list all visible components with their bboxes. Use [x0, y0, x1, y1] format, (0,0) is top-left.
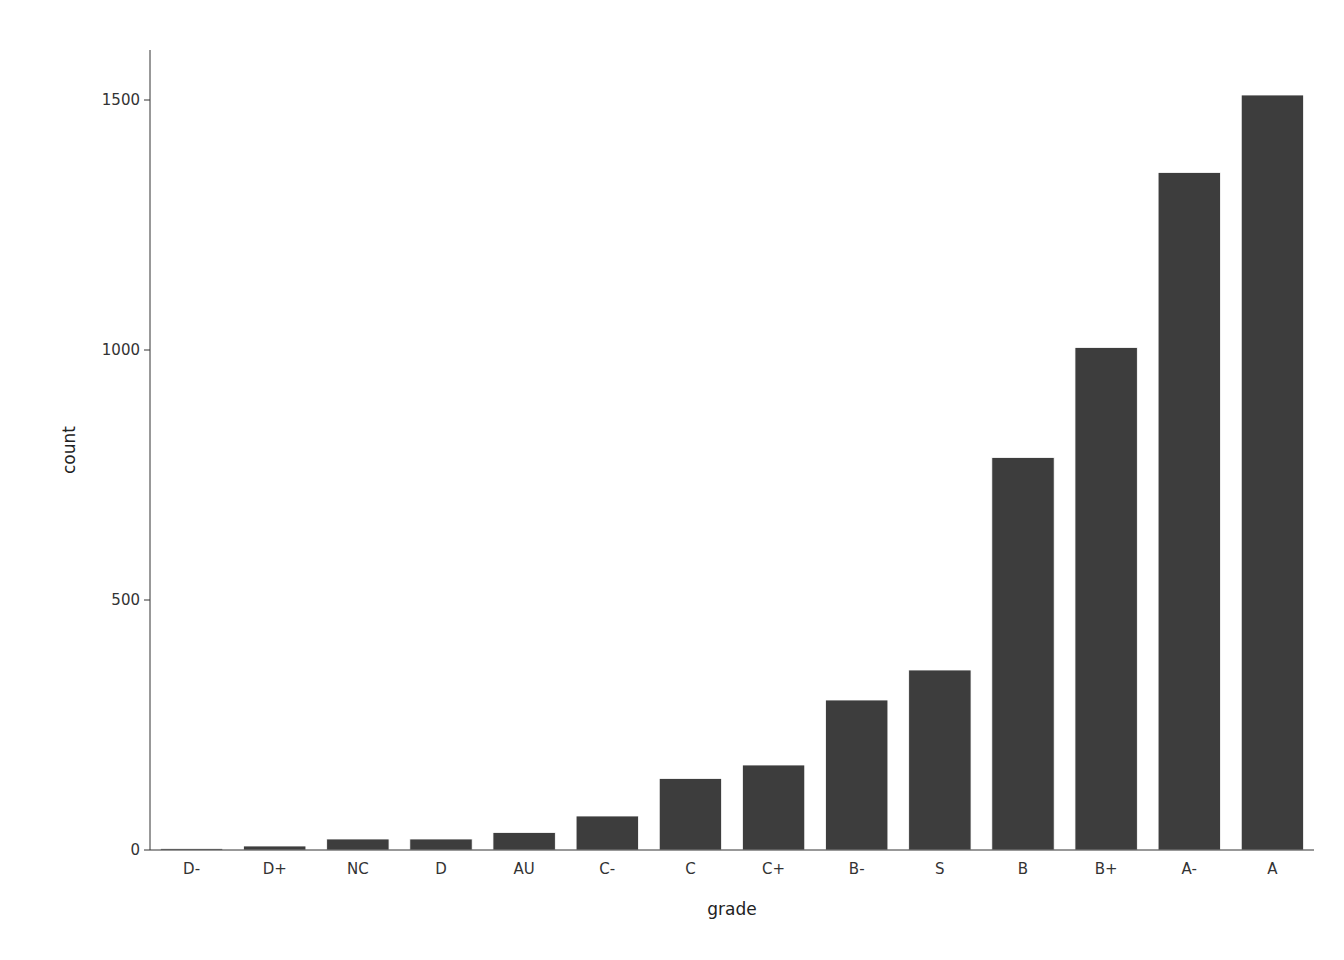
x-tick-label: D+	[263, 860, 287, 878]
x-tick-label: C	[685, 860, 695, 878]
x-tick-label: D-	[183, 860, 200, 878]
bar	[992, 458, 1054, 851]
y-tick-label: 0	[130, 841, 140, 859]
chart-svg: 0 500 1000 1500 D- D+ NC D AU C- C C+ B- S B B+ A- Agrade…	[0, 0, 1344, 960]
bar	[909, 670, 971, 850]
bar	[742, 765, 804, 850]
x-tick-label: S	[935, 860, 945, 878]
y-tick-label: 1500	[102, 91, 140, 109]
x-tick-label: B+	[1095, 860, 1118, 878]
chart-container: 0 500 1000 1500 D- D+ NC D AU C- C C+ B- S B B+ A- Agrade…	[0, 0, 1344, 960]
x-axis-line	[150, 850, 1314, 851]
background	[0, 0, 1344, 960]
bar	[826, 700, 888, 850]
bar	[1158, 173, 1220, 851]
x-tick-label: NC	[347, 860, 369, 878]
bar	[327, 839, 389, 850]
bar	[493, 833, 555, 851]
y-tick	[144, 100, 150, 101]
bar	[659, 779, 721, 851]
bar	[1075, 348, 1137, 851]
y-tick	[144, 600, 150, 601]
bar	[1241, 95, 1303, 850]
y-tick	[144, 350, 150, 351]
bars	[160, 95, 1303, 850]
x-tick-label: B-	[849, 860, 865, 878]
bar	[410, 839, 472, 850]
x-tick-label: A	[1267, 860, 1278, 878]
bar	[576, 816, 638, 850]
x-tick-label: AU	[514, 860, 535, 878]
bar	[244, 846, 306, 850]
x-tick-label: D	[435, 860, 447, 878]
y-tick-label: 500	[111, 591, 140, 609]
x-axis-label: grade	[707, 899, 756, 919]
x-tick-label: C-	[599, 860, 615, 878]
y-tick	[144, 850, 150, 851]
x-tick-label: C+	[762, 860, 785, 878]
x-tick-label: B	[1018, 860, 1028, 878]
y-axis-label: count	[59, 426, 79, 474]
y-tick-label: 1000	[102, 341, 140, 359]
x-tick-label: A-	[1182, 860, 1197, 878]
y-axis-line	[150, 50, 151, 850]
